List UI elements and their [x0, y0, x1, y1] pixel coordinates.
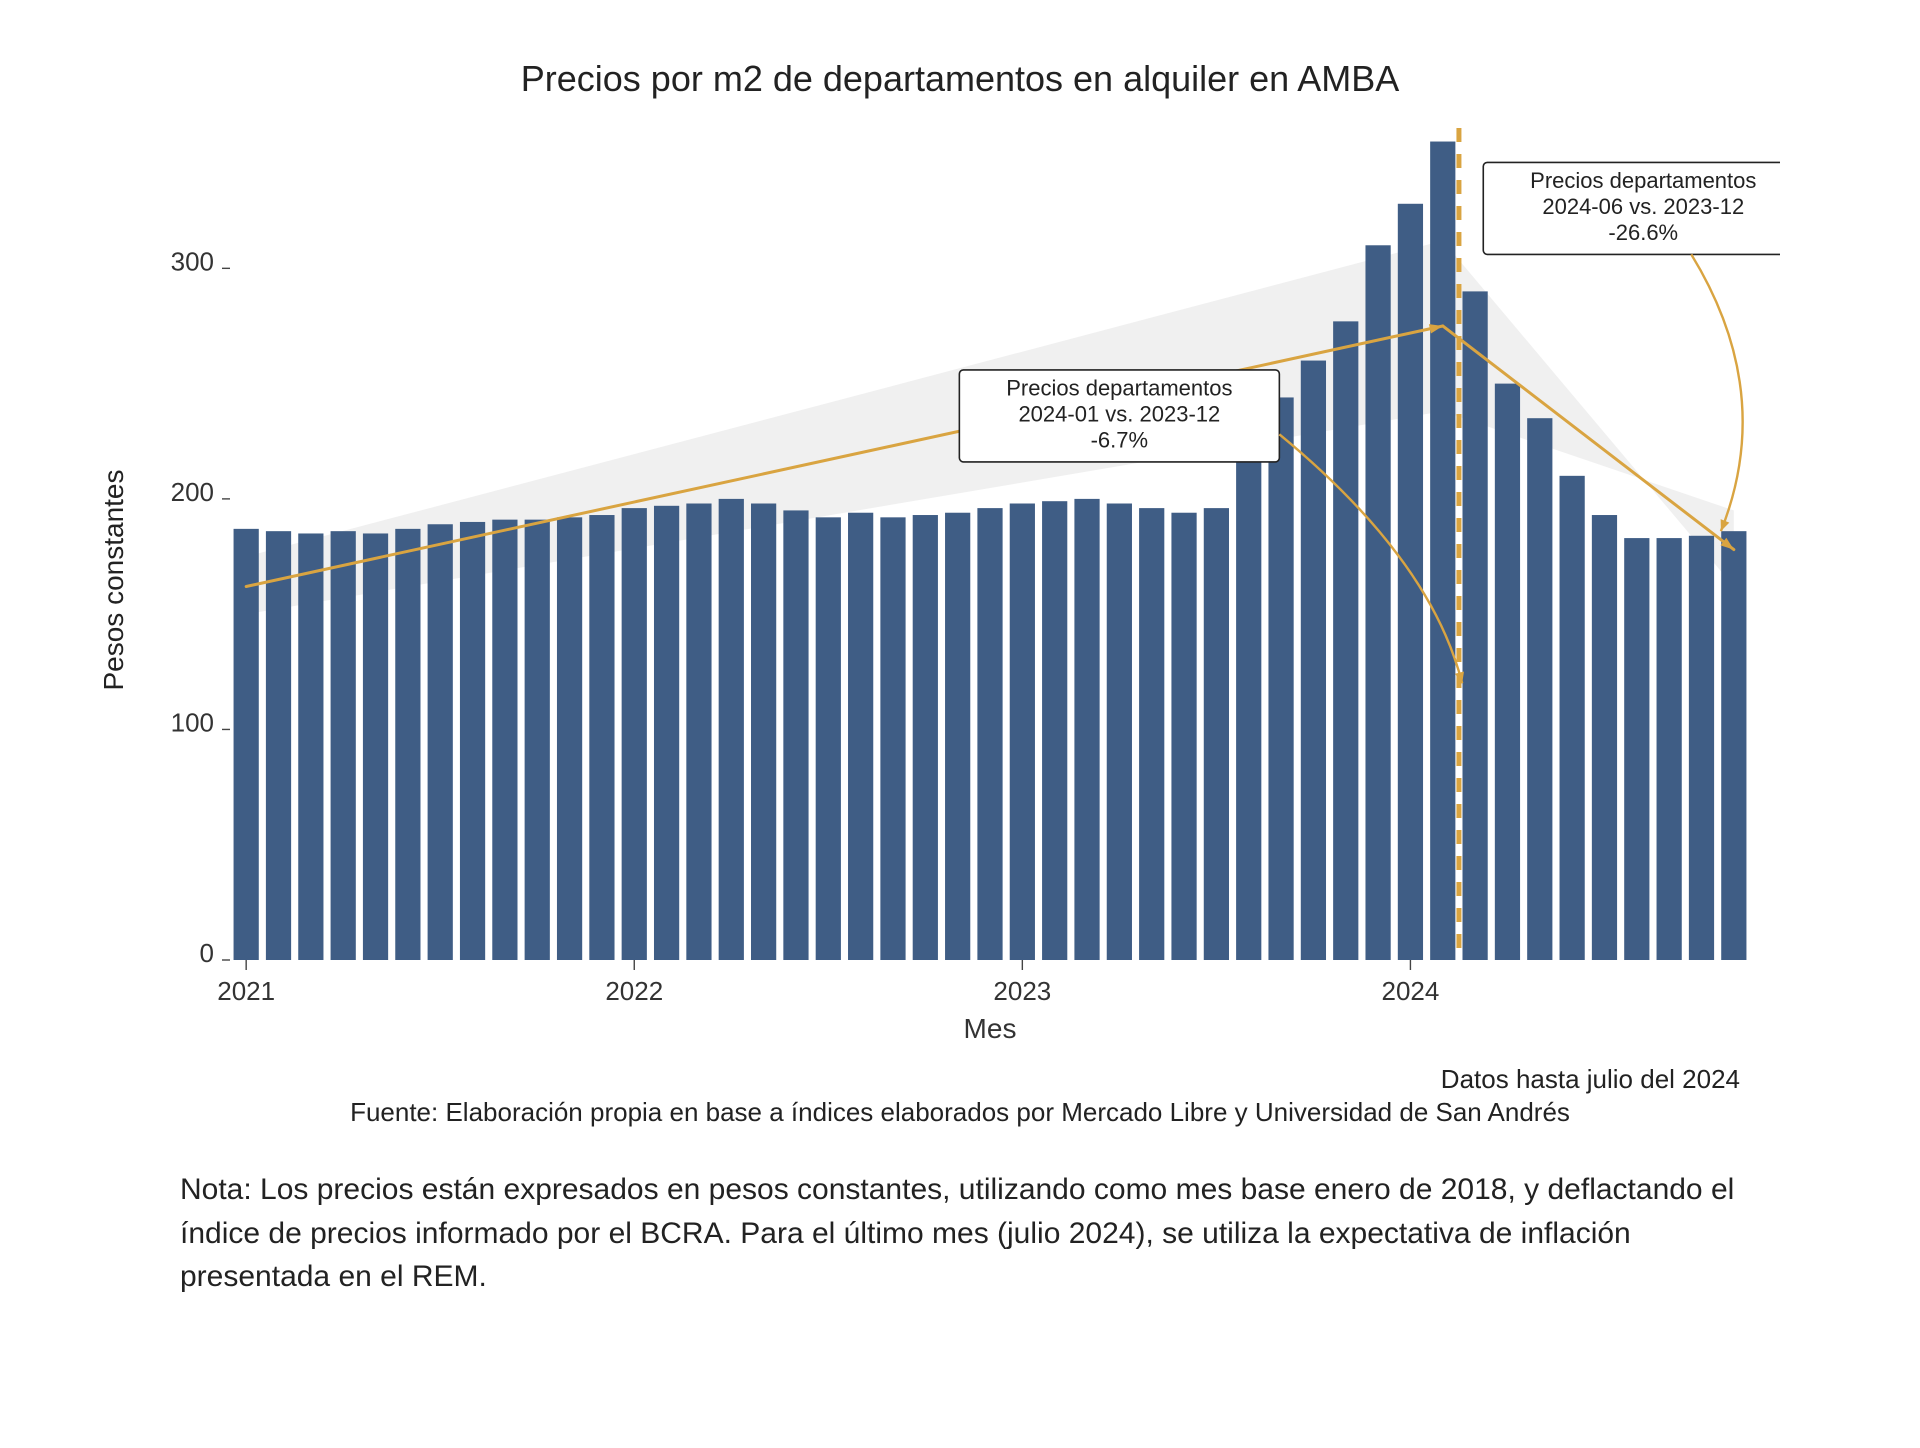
bar: [913, 515, 938, 960]
bar: [1365, 245, 1390, 960]
bar: [460, 522, 485, 960]
y-tick-label: 0: [200, 938, 214, 968]
annotation-right-text: Precios departamentos: [1530, 168, 1756, 193]
x-tick-label: 2023: [993, 976, 1051, 1006]
bar: [880, 517, 905, 960]
bar: [816, 517, 841, 960]
bar: [1657, 538, 1682, 960]
bar: [1010, 504, 1035, 961]
bar: [1107, 504, 1132, 961]
annotation-right-text: 2024-06 vs. 2023-12: [1542, 194, 1744, 219]
bar: [1042, 501, 1067, 960]
x-tick-label: 2021: [217, 976, 275, 1006]
bar-chart: 01002003002021202220232024MesDerogación …: [140, 110, 1780, 1050]
bar: [428, 524, 453, 960]
bar: [1689, 536, 1714, 960]
bar: [654, 506, 679, 960]
bar: [751, 504, 776, 961]
bar: [298, 533, 323, 960]
bar: [1398, 204, 1423, 960]
bar: [1301, 361, 1326, 960]
footnote: Nota: Los precios están expresados en pe…: [180, 1168, 1740, 1299]
bar: [1074, 499, 1099, 960]
bars-group: [234, 142, 1747, 960]
x-tick-label: 2022: [605, 976, 663, 1006]
y-tick-label: 200: [171, 477, 214, 507]
bar: [1721, 531, 1746, 960]
y-axis-label: Pesos constantes: [98, 469, 130, 690]
bar: [1624, 538, 1649, 960]
bar: [492, 520, 517, 960]
bar: [1495, 384, 1520, 960]
bar: [686, 504, 711, 961]
bar: [234, 529, 259, 960]
bar: [266, 531, 291, 960]
bar: [363, 533, 388, 960]
page: Precios por m2 de departamentos en alqui…: [0, 0, 1920, 1448]
bar: [1236, 441, 1261, 960]
caption-block: Datos hasta julio del 2024 Fuente: Elabo…: [140, 1064, 1780, 1299]
bar: [1204, 508, 1229, 960]
x-tick-label: 2024: [1382, 976, 1440, 1006]
bar: [1592, 515, 1617, 960]
y-tick-label: 100: [171, 707, 214, 737]
chart-title: Precios por m2 de departamentos en alqui…: [140, 58, 1780, 100]
bar: [1527, 418, 1552, 960]
bar: [589, 515, 614, 960]
data-extent-note: Datos hasta julio del 2024: [140, 1064, 1740, 1095]
bar: [783, 510, 808, 960]
annotation-mid-text: Precios departamentos: [1006, 376, 1232, 401]
source-caption: Fuente: Elaboración propia en base a índ…: [140, 1097, 1780, 1128]
bar: [1560, 476, 1585, 960]
bar: [1430, 142, 1455, 960]
bar: [945, 513, 970, 960]
y-tick-label: 300: [171, 246, 214, 276]
bar: [622, 508, 647, 960]
bar: [395, 529, 420, 960]
bar: [1333, 321, 1358, 960]
annotation-mid-text: 2024-01 vs. 2023-12: [1018, 402, 1220, 427]
bar: [525, 520, 550, 960]
bar: [331, 531, 356, 960]
bar: [557, 517, 582, 960]
chart-container: Pesos constantes 01002003002021202220232…: [140, 110, 1780, 1050]
annotation-mid-text: -6.7%: [1091, 428, 1148, 453]
annotation-right-text: -26.6%: [1608, 220, 1678, 245]
bar: [848, 513, 873, 960]
bar: [1462, 291, 1487, 960]
annotation-right-arrow: [1691, 254, 1742, 531]
bar: [719, 499, 744, 960]
bar: [1268, 397, 1293, 960]
bar: [1171, 513, 1196, 960]
x-axis-label: Mes: [964, 1013, 1017, 1044]
bar: [977, 508, 1002, 960]
bar: [1139, 508, 1164, 960]
